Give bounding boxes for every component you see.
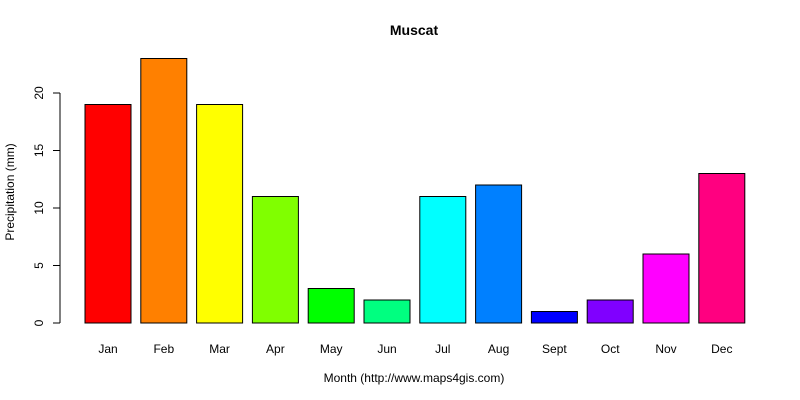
y-tick-label: 0 (32, 319, 46, 326)
x-tick-label: Jun (377, 342, 396, 356)
x-tick-label: Feb (153, 342, 174, 356)
bar-may (307, 288, 355, 324)
x-axis-label: Month (http://www.maps4gis.com) (324, 371, 505, 385)
bar-sept (530, 311, 578, 324)
x-tick-label: Mar (209, 342, 230, 356)
x-tick-labels: Jan Feb Mar Apr May Jun Jul Aug Sept Oct Nov Dec (98, 342, 732, 356)
x-tick-label: May (320, 342, 343, 356)
x-tick-label: Jul (435, 342, 450, 356)
bar-feb (140, 58, 188, 324)
y-tick-label: 15 (32, 144, 46, 158)
y-axis: 0 5 10 15 20 (32, 86, 61, 326)
x-tick-label: Jan (98, 342, 117, 356)
y-axis-label: Precipitation (mm) (3, 143, 17, 240)
x-tick-label: Nov (655, 342, 676, 356)
bar-jul (419, 196, 467, 324)
bar-nov (642, 253, 690, 324)
y-tick-label: 20 (32, 86, 46, 100)
bar-mar (196, 104, 244, 324)
x-tick-label: Aug (488, 342, 509, 356)
y-tick-label: 10 (32, 201, 46, 215)
bar-aug (475, 184, 523, 324)
x-tick-label: Oct (601, 342, 620, 356)
bar-apr (251, 196, 299, 324)
bars (84, 58, 746, 324)
bar-jan (84, 104, 132, 324)
bar-dec (698, 173, 746, 324)
x-tick-label: Apr (266, 342, 285, 356)
y-tick-label: 5 (32, 262, 46, 269)
bar-jun (363, 299, 411, 324)
chart-title: Muscat (390, 22, 439, 38)
x-tick-label: Dec (711, 342, 732, 356)
bar-oct (586, 299, 634, 324)
x-tick-label: Sept (542, 342, 567, 356)
